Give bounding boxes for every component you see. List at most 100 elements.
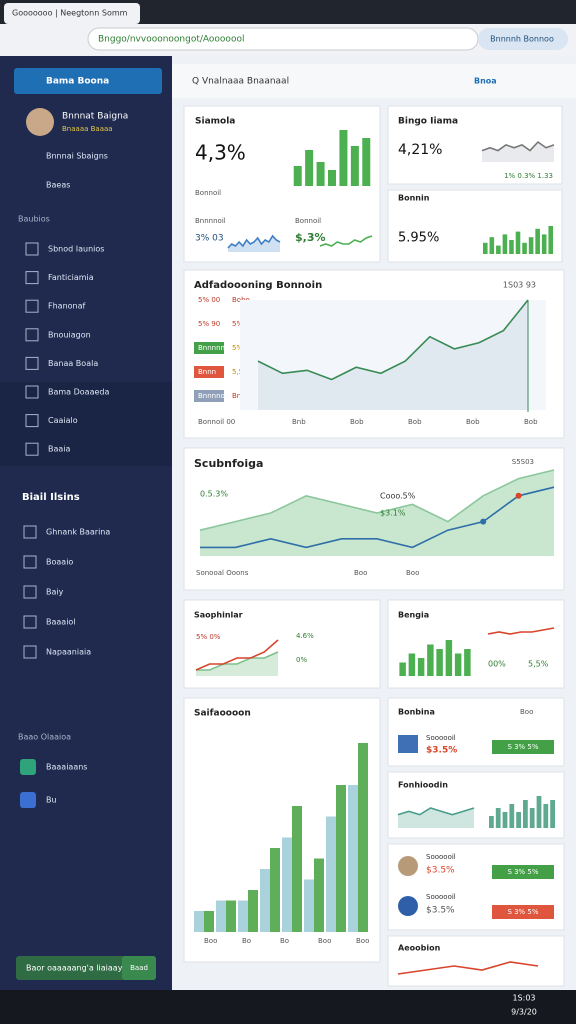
menu-item[interactable]: Baaia — [48, 445, 71, 454]
badge — [194, 390, 224, 402]
menu-item[interactable]: Fhanonaf — [48, 302, 86, 311]
bar — [292, 806, 302, 932]
bar — [515, 231, 521, 254]
menu-icon — [23, 645, 37, 659]
bar — [523, 800, 528, 828]
tab-title: Gooooooo | Neegtonn Somm — [12, 9, 128, 18]
menu-item[interactable]: Bama Doaaeda — [48, 388, 109, 397]
bar — [436, 649, 443, 676]
bar — [248, 890, 258, 932]
menu-item[interactable]: Sbnod Iaunios — [48, 245, 104, 254]
menu-icon — [25, 242, 39, 256]
side-link[interactable]: Bnnnai Sbaigns — [46, 152, 108, 161]
menu-item[interactable]: Bu — [46, 796, 57, 805]
badge — [492, 865, 554, 879]
line — [397, 807, 475, 816]
menu-icon — [23, 585, 37, 599]
bar — [529, 808, 535, 828]
label: Bo — [242, 937, 251, 945]
bar — [304, 879, 314, 932]
label: 5% 0% — [196, 633, 221, 641]
bar — [482, 242, 488, 254]
menu-icon — [23, 615, 37, 629]
menu-item[interactable]: Boaaio — [46, 558, 73, 567]
section-title: Biail Ilsins — [22, 492, 80, 503]
label: S 3% 5% — [507, 743, 538, 751]
bar — [358, 743, 368, 932]
label: Scubnfoiga — [194, 457, 263, 470]
bar — [464, 649, 471, 676]
footer-button[interactable] — [16, 956, 156, 980]
line — [227, 234, 281, 249]
label: Saophinlar — [194, 611, 243, 620]
bar — [541, 234, 547, 254]
menu-item[interactable]: Bnouiagon — [48, 330, 91, 339]
label: 3% 03 — [195, 234, 224, 244]
label: Bob — [408, 418, 422, 426]
profile[interactable] — [478, 28, 568, 50]
sidebar-active — [0, 382, 172, 466]
bar — [316, 162, 325, 186]
panel — [387, 105, 563, 185]
label: Bnnnnn — [198, 344, 225, 352]
label: Bonnoil — [295, 217, 321, 225]
label: S 3% 5% — [507, 908, 538, 916]
tab[interactable] — [4, 3, 140, 24]
label: 4,3% — [195, 141, 246, 165]
label: Boo — [204, 937, 217, 945]
label: $3.5% — [426, 746, 457, 756]
area — [228, 236, 280, 252]
bar — [536, 796, 542, 828]
bar — [516, 812, 521, 828]
label: 5% 90 — [198, 320, 220, 328]
label: Bama Boona — [46, 77, 109, 87]
bar — [326, 816, 336, 932]
panel — [387, 935, 565, 987]
bar — [226, 900, 236, 932]
menu-item[interactable]: Baaaiaans — [46, 763, 87, 772]
avatar — [398, 896, 418, 916]
bar — [260, 869, 270, 932]
bar — [550, 800, 555, 828]
label: 4.6% — [296, 632, 314, 640]
bar — [348, 785, 358, 932]
sidebar-header[interactable] — [14, 68, 162, 94]
label: Adfadoooning Bonnoin — [194, 280, 322, 291]
line — [195, 639, 279, 671]
menu-item[interactable]: Napaaniaia — [46, 648, 91, 657]
menu-item[interactable]: Banaa Boala — [48, 359, 98, 368]
menu-item[interactable]: Fanticiamia — [48, 273, 94, 282]
bar — [417, 658, 425, 676]
profile-name: Bnnnnh Bonnoo — [490, 35, 554, 44]
menu-item[interactable]: Baiy — [46, 588, 64, 597]
section-title: Baubios — [18, 215, 50, 224]
menu-item[interactable]: Ghnank Baarina — [46, 528, 110, 537]
label: $3.5% — [426, 906, 455, 916]
menu-item[interactable]: Baaaiol — [46, 618, 76, 627]
bar — [216, 900, 226, 932]
bar — [194, 911, 204, 932]
label: 1S03 93 — [503, 281, 536, 290]
side-link[interactable]: Baeas — [46, 181, 70, 190]
bar — [502, 812, 508, 828]
url[interactable]: Bnggo/nvvooonoongot/Aooooool — [98, 35, 244, 45]
bar — [489, 237, 495, 254]
label: Sonooal Ooons — [196, 569, 249, 577]
label: Bob — [350, 418, 364, 426]
menu-item[interactable]: Caaialo — [48, 416, 78, 425]
label: Bnaaaa Baaaa — [62, 125, 113, 133]
label: $3.1% — [380, 509, 406, 518]
badge — [194, 342, 224, 354]
label: Baad — [130, 964, 148, 972]
label: Q Vnalnaaa Bnaanaal — [192, 77, 289, 87]
label: Soooooil — [426, 853, 456, 861]
label: Bnb — [292, 418, 306, 426]
label: Bob — [466, 418, 480, 426]
bar — [522, 242, 527, 254]
badge — [492, 905, 554, 919]
label: 0% — [296, 656, 307, 664]
bar — [314, 858, 324, 932]
label: Soooooil — [426, 893, 456, 901]
label: 5,5% — [528, 660, 549, 669]
